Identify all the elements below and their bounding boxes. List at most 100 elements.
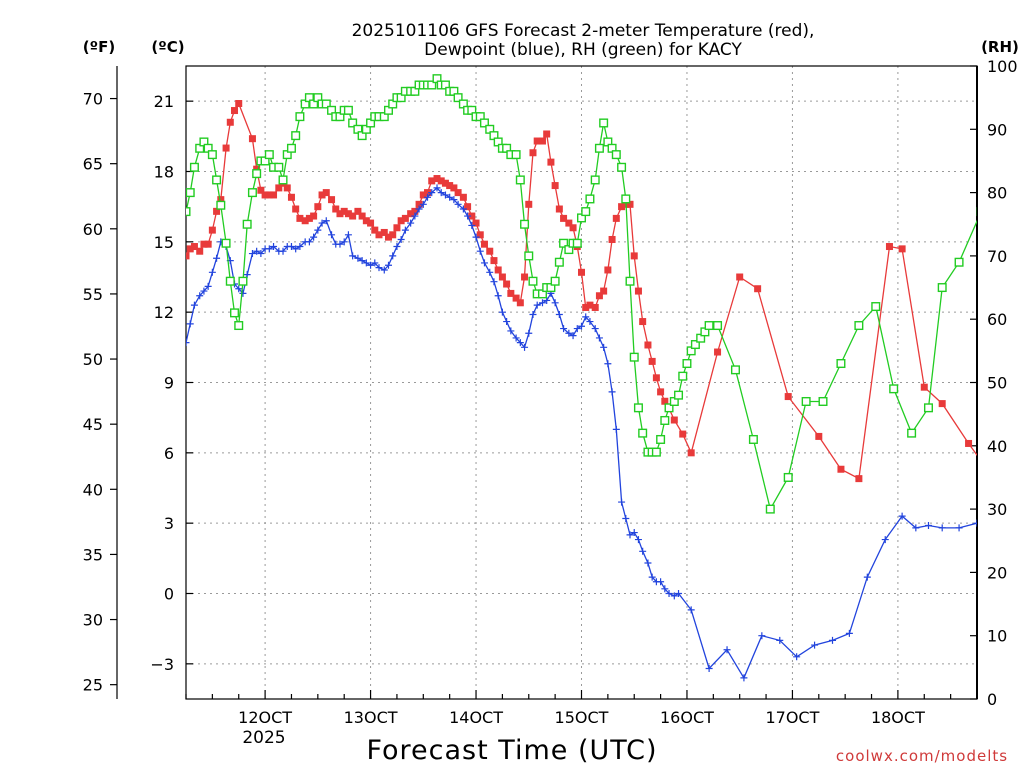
dewpoint-point xyxy=(863,573,871,581)
dewpoint-point xyxy=(630,529,638,537)
temperature-point xyxy=(595,292,603,300)
dewpoint-point xyxy=(503,318,511,326)
dewpoint-point xyxy=(328,231,336,239)
dewpoint-point xyxy=(626,531,634,539)
time-tick-label: 12OCT xyxy=(238,708,292,727)
temperature-point xyxy=(454,189,462,197)
relative-humidity-point xyxy=(550,276,560,286)
dewpoint-point xyxy=(644,559,652,567)
relative-humidity-point xyxy=(295,112,305,122)
relative-humidity-point xyxy=(674,390,684,400)
dewpoint-point xyxy=(648,573,656,581)
temperature-point xyxy=(226,118,234,126)
dewpoint-point xyxy=(661,585,669,593)
relative-humidity-point xyxy=(678,371,688,381)
relative-humidity-point xyxy=(889,384,899,394)
dewpoint-point xyxy=(411,212,419,220)
dewpoint-point xyxy=(612,425,620,433)
temperature-point xyxy=(248,135,256,143)
rh-tick-label: 70 xyxy=(987,247,1007,266)
temperature-point xyxy=(855,475,863,483)
temperature-point xyxy=(384,233,392,241)
temperature-point xyxy=(344,210,352,218)
relative-humidity-point xyxy=(633,403,643,413)
relative-humidity-point xyxy=(713,321,723,331)
credit-text: coolwx.com/modelts xyxy=(836,747,1008,765)
temperature-point xyxy=(354,207,362,215)
relative-humidity-point xyxy=(524,251,534,261)
rh-tick-label: 30 xyxy=(987,500,1007,519)
dewpoint-point xyxy=(776,636,784,644)
relative-humidity-point xyxy=(321,99,331,109)
dewpoint-point xyxy=(428,189,436,197)
relative-humidity-point xyxy=(599,118,609,128)
relative-humidity-point xyxy=(660,415,670,425)
celsius-tick-label: 3 xyxy=(164,514,174,533)
dewpoint-point xyxy=(551,299,559,307)
temperature-point xyxy=(736,273,744,281)
dewpoint-point xyxy=(591,325,599,333)
celsius-tick-label: 21 xyxy=(154,92,174,111)
relative-humidity-point xyxy=(238,276,248,286)
dewpoint-point xyxy=(190,301,198,309)
relative-humidity-point xyxy=(625,276,635,286)
x-axis-title: Forecast Time (UTC) xyxy=(366,735,657,766)
dewpoint-point xyxy=(415,205,423,213)
temperature-point xyxy=(784,393,792,401)
temperature-point xyxy=(261,191,269,199)
rh-unit-label: (RH) xyxy=(981,38,1019,56)
rh-tick-label: 100 xyxy=(987,57,1018,76)
dewpoint-point xyxy=(318,219,326,227)
dewpoint-point xyxy=(533,301,541,309)
relative-humidity-point xyxy=(581,207,591,217)
relative-humidity-point xyxy=(572,238,582,248)
temperature-point xyxy=(551,182,559,190)
rh-tick-label: 40 xyxy=(987,437,1007,456)
relative-humidity-point xyxy=(664,403,674,413)
dewpoint-point xyxy=(639,547,647,555)
relative-humidity-point xyxy=(907,428,917,438)
relative-humidity-point xyxy=(617,162,627,172)
rh-tick-label: 80 xyxy=(987,184,1007,203)
relative-humidity-point xyxy=(278,175,288,185)
relative-humidity-point xyxy=(234,321,244,331)
relative-humidity-point xyxy=(559,238,569,248)
dewpoint-point xyxy=(565,329,573,337)
rh-tick-label: 90 xyxy=(987,120,1007,139)
rh-tick-label: 60 xyxy=(987,310,1007,329)
dewpoint-point xyxy=(507,327,515,335)
dewpoint-point xyxy=(472,233,480,241)
dewpoint-point xyxy=(538,299,546,307)
relative-humidity-point xyxy=(252,169,262,179)
dewpoint-point xyxy=(279,247,287,255)
temperature-point xyxy=(498,273,506,281)
celsius-tick-label: 15 xyxy=(154,233,174,252)
time-tick-label: 17OCT xyxy=(765,708,819,727)
temperature-point xyxy=(424,189,432,197)
temperature-point xyxy=(480,240,488,248)
dewpoint-point xyxy=(670,592,678,600)
temperature-point xyxy=(965,439,973,447)
temperature-point xyxy=(217,196,225,204)
temperature-point xyxy=(521,273,529,281)
temperature-point xyxy=(503,280,511,288)
dewpoint-point xyxy=(758,632,766,640)
temperature-point xyxy=(401,214,409,222)
temperature-point xyxy=(652,374,660,382)
fahrenheit-tick-label: 55 xyxy=(83,285,103,304)
dewpoint-point xyxy=(586,318,594,326)
temperature-point xyxy=(494,266,502,274)
temperature-point xyxy=(507,289,515,297)
rh-tick-label: 0 xyxy=(987,690,997,709)
temperature-point xyxy=(415,200,423,208)
dewpoint-point xyxy=(186,320,194,328)
dewpoint-point xyxy=(407,219,415,227)
dewpoint-series xyxy=(186,184,977,682)
temperature-point xyxy=(612,214,620,222)
fahrenheit-tick-label: 30 xyxy=(83,611,103,630)
relative-humidity-point xyxy=(836,359,846,369)
relative-humidity-point xyxy=(801,396,811,406)
dewpoint-point xyxy=(881,536,889,544)
temperature-point xyxy=(235,100,243,108)
dewpoint-point xyxy=(740,674,748,682)
